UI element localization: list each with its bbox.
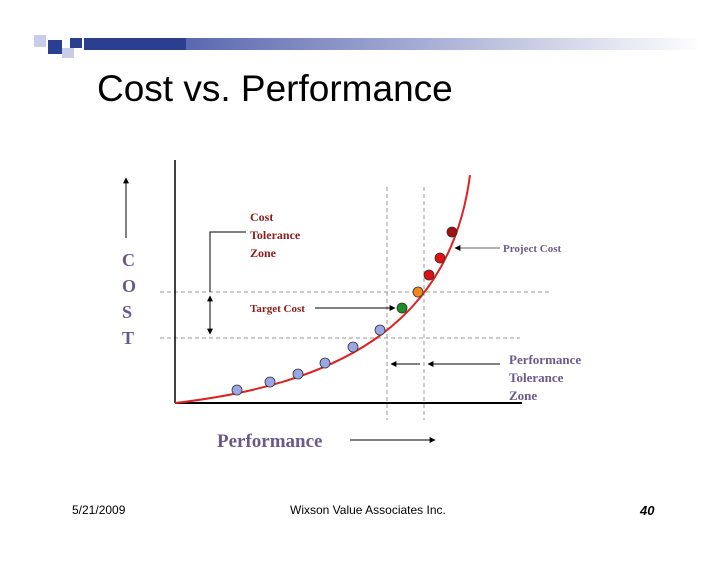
- project-cost-label: Project Cost: [503, 243, 561, 255]
- corner-square-dark-2: [70, 38, 82, 48]
- corner-square-light: [34, 35, 46, 47]
- corner-square-dark: [48, 40, 62, 54]
- cost-letter-c: C: [122, 250, 135, 270]
- performance-tolerance-label-line-1: Performance: [509, 352, 581, 367]
- title-bar-dark: [84, 38, 186, 50]
- point-orange: [412, 286, 424, 298]
- cost-tolerance-bracket: [209, 231, 246, 292]
- point-blue-1: [231, 384, 243, 396]
- point-blue-4: [319, 357, 331, 369]
- cost-letter-t: T: [122, 328, 134, 348]
- page-number: 40: [640, 503, 655, 518]
- point-dark-red: [446, 226, 458, 238]
- cost-tolerance-label-line-2: Tolerance: [250, 228, 301, 242]
- slide-title: Cost vs. Performance: [97, 68, 453, 109]
- cost-tolerance-label-line-1: Cost: [250, 210, 273, 224]
- footer-date: 5/21/2009: [72, 503, 126, 517]
- point-blue-3: [292, 368, 304, 380]
- footer-company: Wixson Value Associates Inc.: [290, 503, 446, 517]
- cost-letter-s: S: [122, 302, 132, 322]
- x-axis-label: Performance: [217, 431, 323, 452]
- performance-tolerance-label-line-3: Zone: [509, 388, 537, 403]
- point-red-2: [434, 252, 446, 264]
- performance-tolerance-label-line-2: Tolerance: [509, 370, 564, 385]
- cost-tolerance-label-line-3: Zone: [250, 246, 277, 260]
- data-points: [231, 226, 458, 396]
- cost-letter-o: O: [122, 276, 136, 296]
- point-red-1: [423, 269, 435, 281]
- corner-square-light-2: [62, 48, 74, 58]
- target-cost-label: Target Cost: [250, 303, 305, 315]
- cost-curve: [174, 174, 471, 404]
- point-blue-6: [374, 324, 386, 336]
- point-blue-5: [347, 341, 359, 353]
- point-green-target: [396, 302, 408, 314]
- title-bar-gradient: [186, 38, 702, 50]
- point-blue-2: [264, 376, 276, 388]
